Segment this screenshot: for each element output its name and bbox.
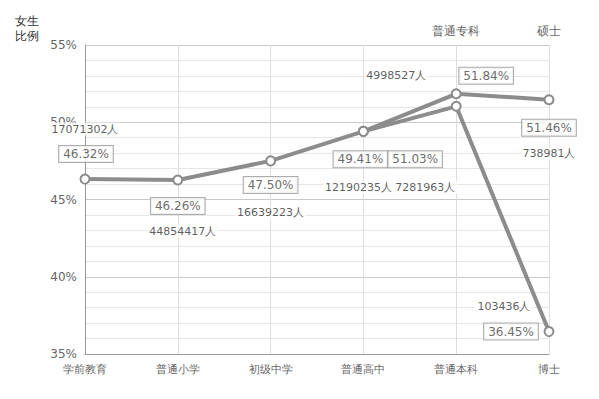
svg-text:12190235人: 12190235人 [325,181,392,194]
svg-text:普通小学: 普通小学 [156,363,200,376]
svg-text:普通专科: 普通专科 [432,24,480,38]
svg-text:51.46%: 51.46% [526,121,572,135]
svg-text:46.32%: 46.32% [63,147,109,161]
svg-text:学前教育: 学前教育 [63,363,107,376]
svg-text:博士: 博士 [538,363,560,376]
svg-text:35%: 35% [50,347,77,361]
svg-text:36.45%: 36.45% [488,325,534,339]
svg-text:普通高中: 普通高中 [341,363,385,376]
svg-text:40%: 40% [50,270,77,284]
svg-text:普通本科: 普通本科 [434,363,478,376]
svg-text:初级中学: 初级中学 [249,363,293,376]
svg-text:比例: 比例 [15,29,39,43]
svg-text:45%: 45% [50,193,77,207]
svg-text:103436人: 103436人 [478,300,531,313]
svg-text:女生: 女生 [15,14,39,28]
svg-text:51.84%: 51.84% [463,69,509,83]
svg-text:51.03%: 51.03% [392,152,438,166]
svg-text:47.50%: 47.50% [248,178,294,192]
svg-text:44854417人: 44854417人 [149,225,216,238]
svg-text:738981人: 738981人 [523,147,576,160]
svg-text:49.41%: 49.41% [338,152,384,166]
svg-text:7281963人: 7281963人 [395,181,455,194]
svg-text:17071302人: 17071302人 [52,123,119,136]
svg-text:46.26%: 46.26% [155,199,201,213]
svg-text:16639223人: 16639223人 [237,206,304,219]
svg-text:硕士: 硕士 [536,24,561,38]
svg-text:55%: 55% [50,38,77,52]
svg-text:4998527人: 4998527人 [366,69,426,82]
